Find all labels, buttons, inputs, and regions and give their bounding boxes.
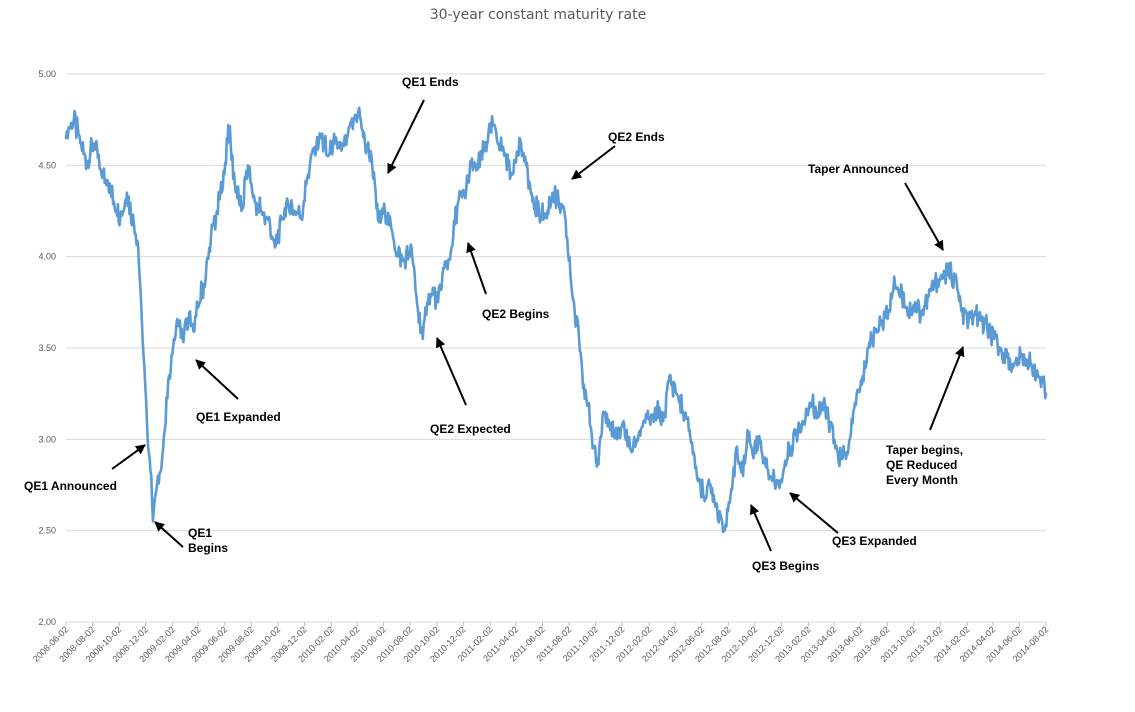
- annotation: QE1 Expanded: [195, 359, 281, 424]
- chart-title: 30-year constant maturity rate: [430, 7, 647, 23]
- gridlines: [66, 73, 1046, 623]
- annotation: QE1 Announced: [24, 444, 146, 493]
- annotation-label: QE3 Expanded: [832, 534, 917, 548]
- annotation: QE1 Ends: [387, 75, 459, 174]
- y-tick-label: 2.00: [38, 617, 56, 627]
- annotation-label: Begins: [188, 541, 228, 555]
- y-tick-label: 5.00: [38, 69, 56, 79]
- series-layer: [64, 106, 1048, 534]
- annotation-label: QE1 Expanded: [196, 410, 281, 424]
- annotation-arrow: [195, 359, 239, 400]
- annotation-arrow: [929, 346, 965, 431]
- annotation-arrow: [154, 521, 184, 548]
- annotation-label: Taper Announced: [808, 162, 909, 176]
- annotation: QE3 Expanded: [789, 492, 917, 548]
- annotation-label: Every Month: [886, 473, 958, 487]
- y-tick-label: 4.00: [38, 252, 56, 262]
- annotation-arrow: [904, 182, 944, 251]
- annotation-label: Taper begins,: [886, 443, 963, 457]
- annotation-label: QE2 Ends: [608, 130, 665, 144]
- annotation-arrow: [750, 504, 772, 552]
- annotation: Taper Announced: [808, 162, 944, 251]
- annotation-arrow: [387, 99, 425, 174]
- annotation-label: QE Reduced: [886, 458, 957, 472]
- annotation-arrow: [789, 492, 839, 534]
- annotation-label: QE2 Begins: [482, 307, 550, 321]
- y-tick-label: 2.50: [38, 526, 56, 536]
- annotation-label: QE2 Expected: [430, 422, 511, 436]
- annotation-label: QE1 Announced: [24, 479, 117, 493]
- annotation: QE2 Ends: [571, 130, 665, 180]
- x-axis: 2008-06-022008-08-022008-10-022008-12-02…: [31, 621, 1050, 664]
- annotation-label: QE3 Begins: [752, 559, 820, 573]
- annotation-label: QE1: [188, 526, 212, 540]
- y-axis: 2.00 2.50 3.00 3.50 4.00 4.50 5.00: [38, 69, 56, 627]
- series-line: [64, 106, 1048, 534]
- y-tick-label: 4.50: [38, 160, 56, 170]
- annotation-arrow: [466, 242, 487, 295]
- annotation: QE3 Begins: [750, 504, 820, 573]
- annotation: QE2 Expected: [430, 337, 511, 436]
- y-tick-label: 3.00: [38, 434, 56, 444]
- annotation-arrow: [571, 145, 616, 180]
- annotation-label: QE1 Ends: [402, 75, 459, 89]
- annotation: QE2 Begins: [466, 242, 550, 321]
- annotation-arrow: [435, 337, 467, 406]
- y-tick-label: 3.50: [38, 343, 56, 353]
- annotation-arrow: [111, 444, 146, 470]
